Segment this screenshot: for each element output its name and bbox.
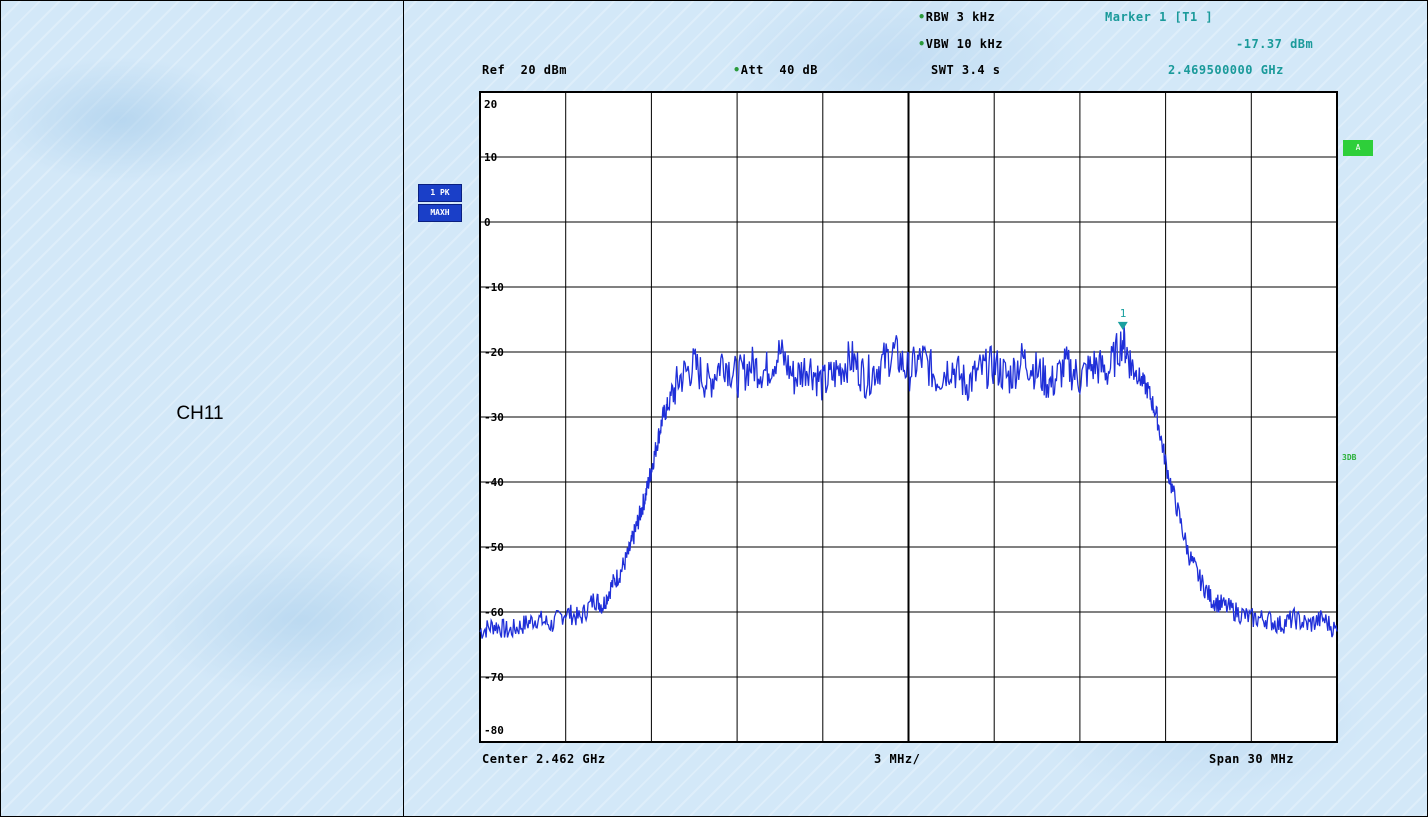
center-frequency: Center 2.462 GHz	[482, 752, 606, 766]
bullet-icon: •	[733, 63, 741, 77]
sweep-time: SWT 3.4 s	[931, 63, 1001, 77]
attenuation-setting: •Att 40 dB	[733, 63, 818, 77]
marker-label: 1	[1120, 307, 1127, 320]
ref-level: Ref 20 dBm	[482, 63, 567, 77]
y-tick-label: -10	[484, 281, 504, 294]
rbw-text: RBW 3 kHz	[925, 10, 996, 24]
y-tick-label: -80	[484, 724, 504, 737]
y-tick-label: -50	[484, 541, 504, 554]
bullet-icon: •	[918, 10, 926, 24]
marker-level: -17.37 dBm	[1236, 37, 1314, 51]
channel-label: CH11	[176, 403, 224, 424]
y-tick-label: -70	[484, 671, 504, 684]
marker-triangle-icon	[1117, 321, 1128, 330]
y-tick-label: 20	[484, 98, 497, 111]
span-setting: Span 30 MHz	[1209, 752, 1294, 766]
marker-title: Marker 1 [T1 ]	[1105, 10, 1214, 24]
frequency-per-division: 3 MHz/	[874, 752, 921, 766]
trace-detector-box: 1 PK	[418, 184, 462, 202]
rbw-setting: •RBW 3 kHz	[918, 10, 995, 24]
y-tick-label: 10	[484, 151, 497, 164]
vbw-setting: •VBW 10 kHz	[918, 37, 1003, 51]
table-column-divider	[403, 0, 404, 817]
trace-a-indicator: A	[1343, 140, 1373, 156]
vbw-text: VBW 10 kHz	[925, 37, 1003, 51]
y-tick-label: -20	[484, 346, 504, 359]
y-tick-label: -40	[484, 476, 504, 489]
bullet-icon: •	[918, 37, 926, 51]
marker-frequency: 2.469500000 GHz	[1168, 63, 1284, 77]
y-tick-label: -30	[484, 411, 504, 424]
att-text: Att 40 dB	[740, 63, 818, 77]
y-tick-labels: 20 10 0 -10 -20 -30 -40 -50 -60 -70 -80	[484, 98, 504, 737]
marker-group: 1	[1117, 307, 1128, 330]
grid-lines	[480, 92, 1337, 742]
y-tick-label: 0	[484, 216, 491, 229]
trace-mode-box: MAXH	[418, 204, 462, 222]
spectrum-trace	[479, 323, 1338, 639]
y-tick-label: -60	[484, 606, 504, 619]
3db-indicator: 3DB	[1342, 453, 1357, 462]
